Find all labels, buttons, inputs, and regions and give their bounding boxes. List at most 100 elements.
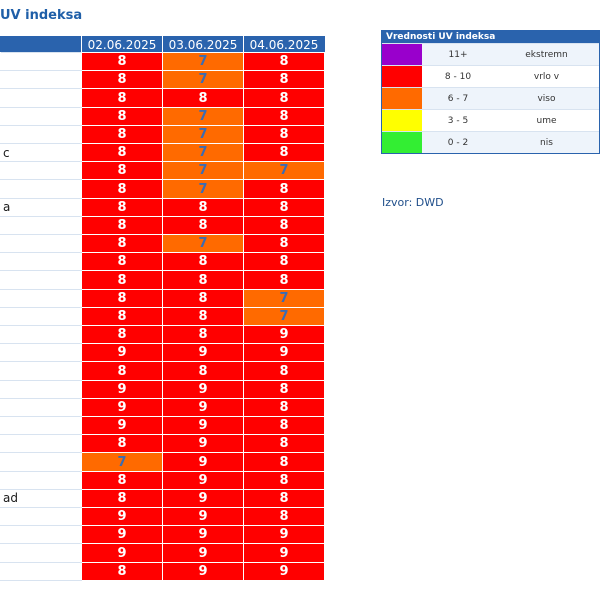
uv-value-cell: 8 — [243, 379, 325, 399]
city-name-cell — [0, 215, 82, 236]
uv-value-cell: 8 — [243, 252, 325, 272]
uv-value-cell: 9 — [81, 379, 163, 399]
uv-value-cell: 9 — [162, 416, 244, 436]
uv-value-cell: 8 — [243, 488, 325, 509]
uv-value-cell: 8 — [81, 143, 163, 163]
legend-range: 6 - 7 — [447, 94, 469, 104]
uv-value-cell: 8 — [243, 234, 325, 254]
uv-legend: Vrednosti UV indeksa 11+ ekstremn 8 - 10 vr… — [381, 30, 600, 154]
uv-value-cell: 7 — [162, 106, 244, 126]
uv-value-cell: 9 — [81, 416, 163, 436]
uv-value-cell: 9 — [243, 525, 325, 545]
uv-value-cell: 8 — [243, 143, 325, 163]
legend-row: 8 - 10 vrlo v — [382, 65, 599, 87]
uv-value-cell: 9 — [81, 397, 163, 418]
city-name-cell — [0, 343, 82, 363]
uv-value-cell: 8 — [162, 270, 244, 290]
city-name-cell — [0, 561, 82, 582]
city-name-cell — [0, 51, 82, 72]
uv-value-cell: 7 — [162, 124, 244, 145]
city-name-cell — [0, 179, 82, 199]
city-name-cell — [0, 306, 82, 327]
uv-value-cell: 9 — [243, 325, 325, 345]
legend-label: nis — [540, 138, 553, 148]
uv-value-cell: 8 — [81, 106, 163, 126]
city-name-cell — [0, 70, 82, 90]
uv-value-cell: 7 — [162, 179, 244, 199]
uv-value-cell: 8 — [243, 51, 325, 72]
city-name-cell — [0, 525, 82, 545]
city-name-cell: ad — [0, 488, 82, 509]
uv-value-cell: 7 — [81, 452, 163, 472]
legend-row: 0 - 2 nis — [382, 131, 599, 153]
legend-color-swatch — [382, 132, 422, 153]
uv-value-cell: 8 — [243, 70, 325, 90]
uv-value-cell: 8 — [162, 252, 244, 272]
table-header-row: 02.06.2025 03.06.2025 04.06.2025 — [0, 36, 325, 53]
legend-row: 3 - 5 ume — [382, 109, 599, 131]
uv-value-cell: 8 — [81, 124, 163, 145]
city-name-cell: a — [0, 197, 82, 217]
uv-value-cell: 8 — [162, 88, 244, 108]
uv-value-cell: 8 — [81, 252, 163, 272]
uv-value-cell: 8 — [81, 288, 163, 308]
uv-value-cell: 8 — [243, 470, 325, 490]
legend-label: ume — [536, 116, 557, 126]
city-name-cell — [0, 507, 82, 527]
legend-range: 8 - 10 — [444, 72, 472, 82]
uv-value-cell: 8 — [162, 361, 244, 381]
legend-title: Vrednosti UV indeksa — [382, 31, 599, 43]
legend-row: 6 - 7 viso — [382, 87, 599, 109]
uv-value-cell: 8 — [81, 215, 163, 236]
uv-value-cell: 8 — [81, 88, 163, 108]
city-name-cell — [0, 234, 82, 254]
uv-value-cell: 8 — [243, 361, 325, 381]
legend-color-swatch — [382, 44, 422, 65]
legend-range: 0 - 2 — [447, 138, 469, 148]
city-name-cell — [0, 288, 82, 308]
uv-value-cell: 8 — [243, 452, 325, 472]
city-column-header — [0, 36, 82, 53]
uv-value-cell: 8 — [81, 561, 163, 582]
city-name-cell — [0, 325, 82, 345]
uv-value-cell: 8 — [243, 124, 325, 145]
legend-rows: 11+ ekstremn 8 - 10 vrlo v 6 - 7 viso 3 - 5 ume… — [382, 43, 599, 153]
uv-value-cell: 8 — [81, 306, 163, 327]
uv-value-cell: 9 — [162, 452, 244, 472]
uv-value-cell: 9 — [162, 397, 244, 418]
date-column-header: 02.06.2025 — [81, 36, 163, 53]
uv-value-cell: 9 — [162, 507, 244, 527]
uv-value-cell: 8 — [81, 51, 163, 72]
uv-value-cell: 8 — [81, 270, 163, 290]
uv-value-cell: 9 — [162, 379, 244, 399]
uv-value-cell: 8 — [243, 197, 325, 217]
legend-label: viso — [537, 94, 556, 104]
uv-value-cell: 7 — [162, 70, 244, 90]
table-row: ad 8 9 8 — [0, 488, 325, 509]
uv-value-cell: 9 — [162, 434, 244, 454]
uv-value-cell: 8 — [81, 179, 163, 199]
uv-value-cell: 8 — [243, 88, 325, 108]
legend-range: 11+ — [448, 50, 468, 60]
legend-color-swatch — [382, 110, 422, 131]
uv-value-cell: 8 — [162, 215, 244, 236]
uv-value-cell: 8 — [162, 325, 244, 345]
uv-value-cell: 9 — [81, 525, 163, 545]
